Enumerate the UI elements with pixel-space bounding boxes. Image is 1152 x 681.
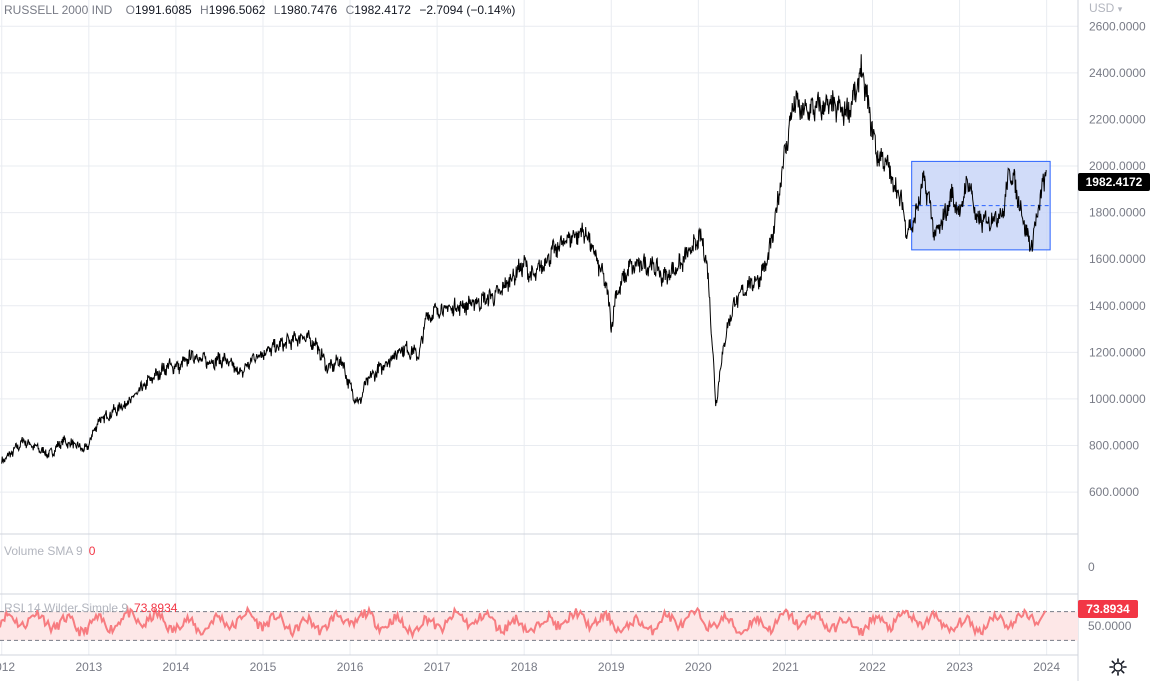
x-tick-label: 2017: [424, 660, 451, 674]
time-axis[interactable]: 2012 2013 2014 2015 2016 2017 2018 2019 2020 2021…: [0, 660, 1060, 674]
open-value: 1991.6085: [135, 3, 192, 17]
volume-pane-legend[interactable]: Volume SMA 9 0: [4, 544, 95, 558]
y-tick-label: 2200.0000: [1089, 112, 1146, 126]
symbol-name[interactable]: RUSSELL 2000 IND: [4, 3, 112, 17]
open-label: O: [126, 3, 135, 17]
x-tick-label: 2023: [946, 660, 973, 674]
x-tick-label: 2015: [250, 660, 277, 674]
currency-label: USD: [1089, 1, 1114, 15]
change-value: −2.7094 (−0.14%): [419, 3, 515, 17]
rsi-axis-label: 50.0000: [1088, 619, 1132, 633]
x-tick-label: 2020: [685, 660, 712, 674]
price-axis[interactable]: 600.0000 800.0000 1000.0000 1200.0000 1400.0…: [1089, 19, 1146, 499]
high-label: H: [200, 3, 209, 17]
volume-pane-title: Volume SMA 9: [4, 544, 83, 558]
y-tick-label: 800.0000: [1089, 439, 1139, 453]
x-tick-label: 2024: [1033, 660, 1060, 674]
x-tick-label: 2018: [511, 660, 538, 674]
symbol-legend[interactable]: RUSSELL 2000 IND O1991.6085 H1996.5062 L…: [4, 3, 515, 17]
pane-separators: [0, 0, 1078, 681]
rsi-pane-legend[interactable]: RSI 14 Wilder Simple 9 73.8934: [4, 601, 177, 615]
x-tick-label: 2019: [598, 660, 625, 674]
low-value: 1980.7476: [280, 3, 337, 17]
chevron-down-icon: ▾: [1118, 4, 1123, 14]
rsi-value-tag-text: 73.8934: [1086, 602, 1130, 616]
x-tick-label: 2022: [859, 660, 886, 674]
last-price-tag: 1982.4172: [1078, 173, 1150, 191]
x-tick-label: 2016: [337, 660, 364, 674]
close-label: C: [346, 3, 355, 17]
rsi-value-tag: 73.8934: [1078, 600, 1138, 618]
gear-icon[interactable]: [1108, 657, 1128, 677]
x-tick-label: 2012: [0, 660, 15, 674]
high-value: 1996.5062: [209, 3, 266, 17]
x-tick-label: 2013: [75, 660, 102, 674]
x-tick-label: 2014: [163, 660, 190, 674]
currency-selector[interactable]: USD ▾: [1089, 1, 1122, 15]
y-tick-label: 1000.0000: [1089, 392, 1146, 406]
y-tick-label: 2600.0000: [1089, 19, 1146, 33]
y-tick-label: 1800.0000: [1089, 206, 1146, 220]
last-price-tag-text: 1982.4172: [1086, 175, 1143, 189]
y-tick-label: 2400.0000: [1089, 66, 1146, 80]
y-tick-label: 1200.0000: [1089, 345, 1146, 359]
close-value: 1982.4172: [354, 3, 411, 17]
rsi-pane-value: 73.8934: [134, 601, 177, 615]
y-tick-label: 1600.0000: [1089, 252, 1146, 266]
chart-grid: [0, 0, 1078, 655]
volume-axis-label: 0: [1088, 560, 1095, 574]
volume-pane-value: 0: [89, 544, 96, 558]
y-tick-label: 1400.0000: [1089, 299, 1146, 313]
x-tick-label: 2021: [772, 660, 799, 674]
y-tick-label: 600.0000: [1089, 485, 1139, 499]
y-tick-label: 2000.0000: [1089, 159, 1146, 173]
rsi-pane-title: RSI 14 Wilder Simple 9: [4, 601, 128, 615]
